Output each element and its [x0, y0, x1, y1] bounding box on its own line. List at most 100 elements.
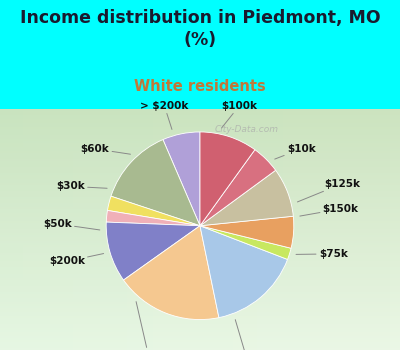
Bar [0, 167, 400, 169]
Bar [0, 340, 400, 342]
Bar [337, 108, 340, 350]
Bar [0, 205, 400, 207]
Bar [127, 108, 130, 350]
Bar [0, 213, 400, 215]
Bar [217, 108, 220, 350]
Bar [300, 108, 303, 350]
Bar [0, 308, 400, 310]
Bar [0, 193, 400, 195]
Bar [0, 151, 400, 153]
Bar [0, 280, 400, 281]
Text: $60k: $60k [80, 144, 130, 154]
Bar [0, 258, 400, 259]
Bar [283, 108, 287, 350]
Bar [0, 338, 400, 340]
Bar [277, 108, 280, 350]
Bar [290, 108, 293, 350]
Bar [53, 108, 57, 350]
Bar [13, 108, 17, 350]
Bar [330, 108, 333, 350]
Bar [0, 294, 400, 296]
Bar [3, 108, 7, 350]
Bar [0, 326, 400, 328]
Bar [370, 108, 373, 350]
Bar [0, 278, 400, 280]
Bar [257, 108, 260, 350]
Text: White residents: White residents [134, 79, 266, 94]
Bar [193, 108, 197, 350]
Bar [0, 215, 400, 217]
Bar [343, 108, 347, 350]
Bar [0, 153, 400, 155]
Bar [310, 108, 313, 350]
Bar [213, 108, 217, 350]
Bar [237, 108, 240, 350]
Bar [40, 108, 43, 350]
Bar [0, 229, 400, 231]
Bar [380, 108, 383, 350]
Bar [0, 173, 400, 175]
Bar [0, 320, 400, 322]
Bar [10, 108, 13, 350]
Bar [367, 108, 370, 350]
Bar [0, 127, 400, 129]
Bar [0, 225, 400, 227]
Bar [67, 108, 70, 350]
Bar [77, 108, 80, 350]
Bar [23, 108, 27, 350]
Bar [247, 108, 250, 350]
Bar [0, 108, 3, 350]
Text: > $200k: > $200k [140, 101, 188, 130]
Bar [373, 108, 377, 350]
Wedge shape [200, 226, 288, 317]
Text: $10k: $10k [275, 144, 316, 159]
Bar [377, 108, 380, 350]
Bar [143, 108, 147, 350]
Wedge shape [163, 132, 200, 226]
Bar [350, 108, 353, 350]
Bar [313, 108, 317, 350]
Bar [0, 272, 400, 274]
Bar [0, 292, 400, 294]
Wedge shape [200, 216, 294, 248]
Bar [0, 302, 400, 304]
Text: $200k: $200k [49, 253, 104, 266]
Bar [0, 165, 400, 167]
Bar [0, 314, 400, 316]
Bar [0, 131, 400, 133]
Bar [0, 187, 400, 189]
Bar [0, 318, 400, 320]
Bar [147, 108, 150, 350]
Bar [363, 108, 367, 350]
Bar [0, 129, 400, 131]
Bar [0, 261, 400, 264]
Bar [297, 108, 300, 350]
Bar [0, 108, 400, 111]
Bar [150, 108, 153, 350]
Bar [0, 300, 400, 302]
Bar [0, 227, 400, 229]
Bar [0, 256, 400, 258]
Bar [0, 211, 400, 213]
Bar [0, 245, 400, 247]
Bar [140, 108, 143, 350]
Bar [393, 108, 397, 350]
Bar [0, 149, 400, 151]
Bar [0, 147, 400, 149]
Bar [57, 108, 60, 350]
Bar [203, 108, 207, 350]
Bar [0, 195, 400, 197]
Bar [0, 270, 400, 272]
Bar [0, 155, 400, 157]
Bar [0, 290, 400, 292]
Bar [0, 298, 400, 300]
Wedge shape [124, 226, 219, 320]
Bar [87, 108, 90, 350]
Text: Income distribution in Piedmont, MO
(%): Income distribution in Piedmont, MO (%) [20, 9, 380, 49]
Bar [0, 114, 400, 117]
Bar [0, 310, 400, 312]
Bar [0, 259, 400, 261]
Bar [0, 181, 400, 183]
Bar [137, 108, 140, 350]
Bar [360, 108, 363, 350]
